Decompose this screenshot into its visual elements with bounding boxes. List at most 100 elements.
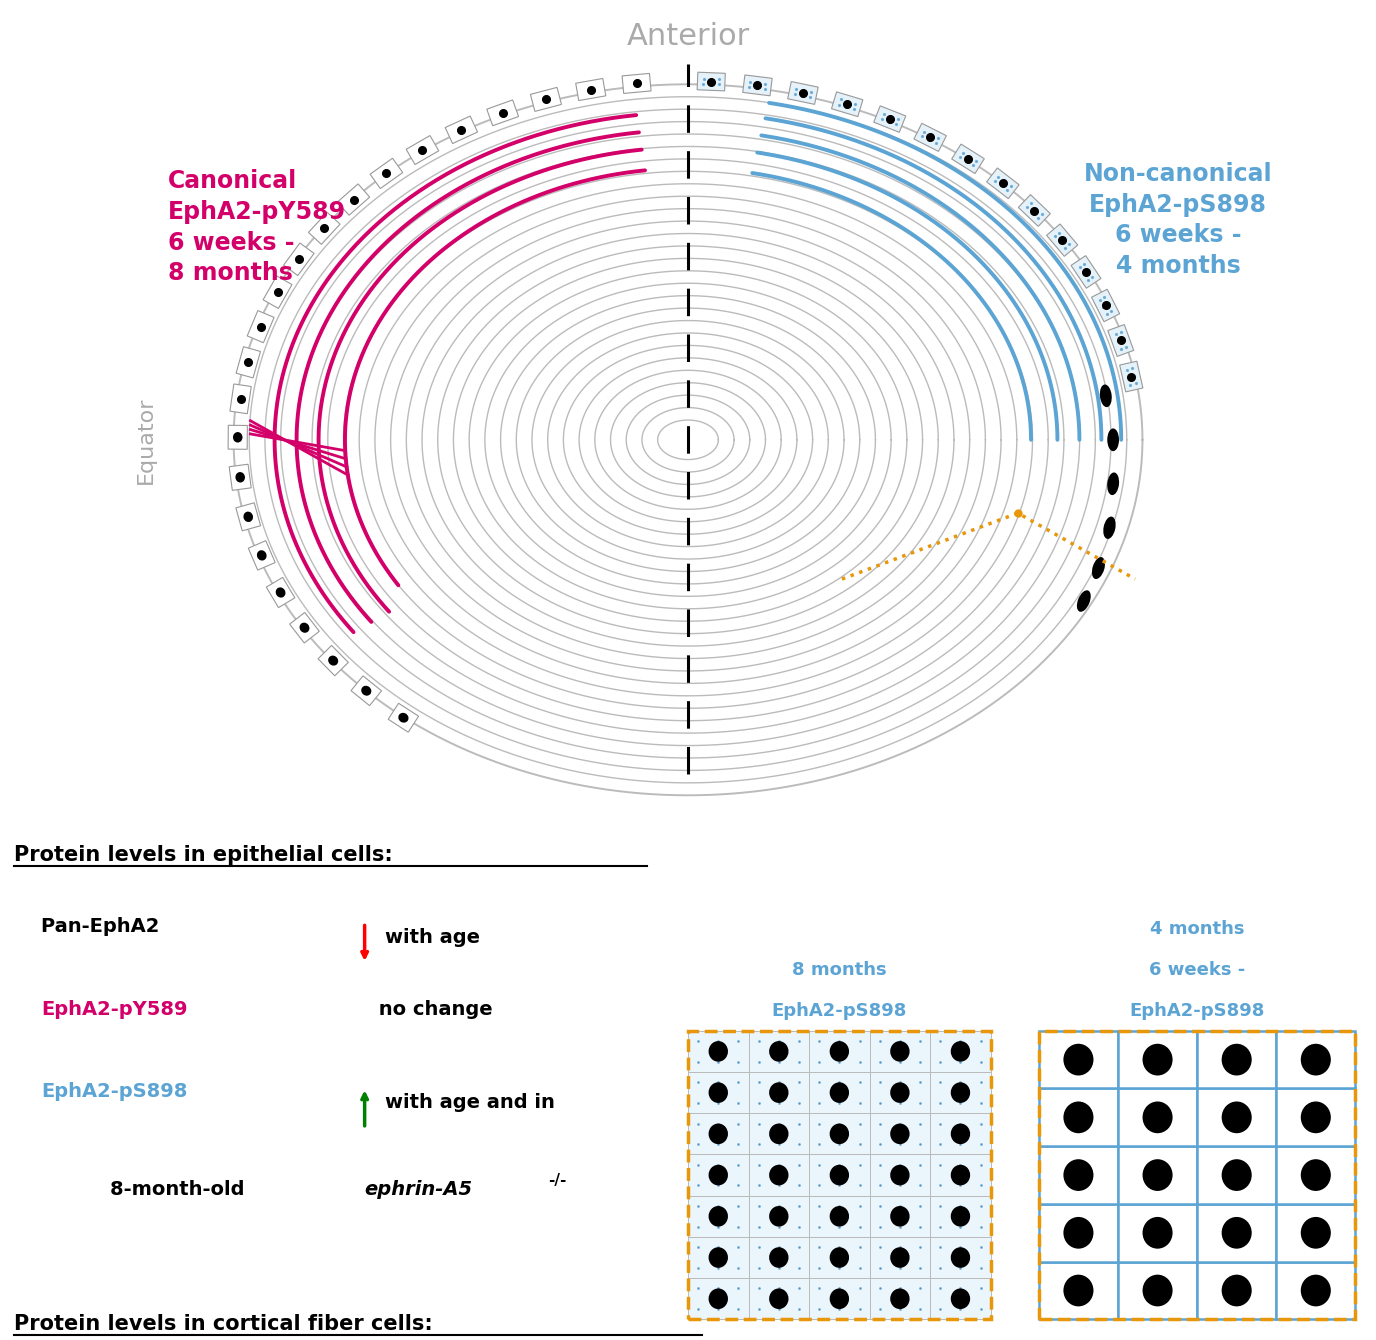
Bar	[1277, 1203, 1355, 1262]
Bar	[930, 1030, 991, 1072]
Ellipse shape	[1222, 1274, 1252, 1306]
Bar	[809, 1195, 870, 1237]
Bar	[688, 1030, 991, 1320]
Polygon shape	[1071, 256, 1101, 288]
Ellipse shape	[951, 1289, 970, 1309]
Ellipse shape	[1064, 1101, 1094, 1134]
Bar	[1039, 1262, 1117, 1320]
Ellipse shape	[890, 1206, 910, 1226]
Ellipse shape	[1064, 1044, 1094, 1076]
Bar	[1117, 1088, 1197, 1146]
Polygon shape	[337, 184, 370, 216]
Bar	[1277, 1030, 1355, 1088]
Ellipse shape	[1222, 1044, 1252, 1076]
Bar	[930, 1155, 991, 1195]
Ellipse shape	[951, 1248, 970, 1268]
Ellipse shape	[709, 1248, 728, 1268]
Bar	[1197, 1030, 1276, 1088]
Bar	[749, 1155, 809, 1195]
Text: -/-: -/-	[548, 1172, 566, 1187]
Bar	[749, 1030, 809, 1072]
Ellipse shape	[769, 1289, 788, 1309]
Ellipse shape	[890, 1083, 910, 1103]
Text: 8 months: 8 months	[793, 961, 886, 980]
Bar	[688, 1072, 749, 1114]
Bar	[1197, 1262, 1276, 1320]
Ellipse shape	[830, 1206, 849, 1226]
Bar	[749, 1114, 809, 1155]
Text: EphA2-pS898: EphA2-pS898	[772, 1002, 907, 1021]
Polygon shape	[308, 212, 340, 244]
Bar	[1039, 1088, 1117, 1146]
Ellipse shape	[709, 1164, 728, 1186]
Text: Canonical
EphA2-pY589
6 weeks -
8 months: Canonical EphA2-pY589 6 weeks - 8 months	[168, 169, 345, 285]
Ellipse shape	[951, 1041, 970, 1061]
Polygon shape	[446, 117, 477, 143]
Bar	[930, 1237, 991, 1278]
Bar	[1039, 1146, 1117, 1203]
Bar	[870, 1114, 930, 1155]
Polygon shape	[290, 612, 319, 643]
Polygon shape	[318, 646, 348, 675]
Bar	[688, 1237, 749, 1278]
Ellipse shape	[1108, 473, 1119, 494]
Ellipse shape	[830, 1289, 849, 1309]
Bar	[749, 1237, 809, 1278]
Text: 6 weeks -: 6 weeks -	[1149, 961, 1245, 980]
Text: with age and in: with age and in	[385, 1092, 555, 1112]
Bar	[1277, 1262, 1355, 1320]
Ellipse shape	[709, 1206, 728, 1226]
Polygon shape	[622, 74, 651, 94]
Ellipse shape	[1142, 1159, 1172, 1191]
Bar	[930, 1072, 991, 1114]
Polygon shape	[237, 347, 260, 378]
Bar	[809, 1278, 870, 1320]
Bar	[870, 1030, 930, 1072]
Bar	[688, 1278, 749, 1320]
Polygon shape	[248, 540, 275, 569]
Ellipse shape	[1104, 516, 1116, 539]
Ellipse shape	[1064, 1159, 1094, 1191]
Bar	[930, 1195, 991, 1237]
Polygon shape	[388, 704, 418, 732]
Ellipse shape	[830, 1123, 849, 1144]
Ellipse shape	[1142, 1274, 1172, 1306]
Polygon shape	[1108, 324, 1134, 356]
Bar	[809, 1155, 870, 1195]
Ellipse shape	[1300, 1159, 1331, 1191]
Ellipse shape	[890, 1289, 910, 1309]
Polygon shape	[283, 243, 314, 276]
Ellipse shape	[709, 1289, 728, 1309]
Polygon shape	[248, 311, 274, 343]
Ellipse shape	[769, 1164, 788, 1186]
Ellipse shape	[1077, 591, 1091, 612]
Polygon shape	[987, 168, 1020, 198]
Ellipse shape	[769, 1041, 788, 1061]
Polygon shape	[874, 106, 905, 133]
Ellipse shape	[890, 1164, 910, 1186]
Bar	[870, 1237, 930, 1278]
Bar	[688, 1030, 749, 1072]
Bar	[688, 1195, 749, 1237]
Text: ephrin-A5: ephrin-A5	[365, 1181, 473, 1199]
Polygon shape	[1120, 362, 1143, 391]
Text: with age: with age	[385, 927, 480, 946]
Ellipse shape	[890, 1041, 910, 1061]
Bar	[1117, 1203, 1197, 1262]
Ellipse shape	[1222, 1101, 1252, 1134]
Bar	[1117, 1262, 1197, 1320]
Ellipse shape	[1222, 1159, 1252, 1191]
Text: EphA2-pY589: EphA2-pY589	[41, 1000, 187, 1018]
Bar	[870, 1195, 930, 1237]
Ellipse shape	[830, 1164, 849, 1186]
Text: Protein levels in cortical fiber cells:: Protein levels in cortical fiber cells:	[14, 1315, 432, 1335]
Text: Anterior: Anterior	[626, 23, 750, 51]
Ellipse shape	[275, 587, 285, 598]
Polygon shape	[698, 72, 725, 91]
Ellipse shape	[398, 713, 409, 722]
Polygon shape	[831, 92, 863, 117]
Bar	[930, 1114, 991, 1155]
Text: Pan-EphA2: Pan-EphA2	[41, 918, 166, 937]
Polygon shape	[351, 675, 381, 706]
Ellipse shape	[300, 623, 310, 632]
